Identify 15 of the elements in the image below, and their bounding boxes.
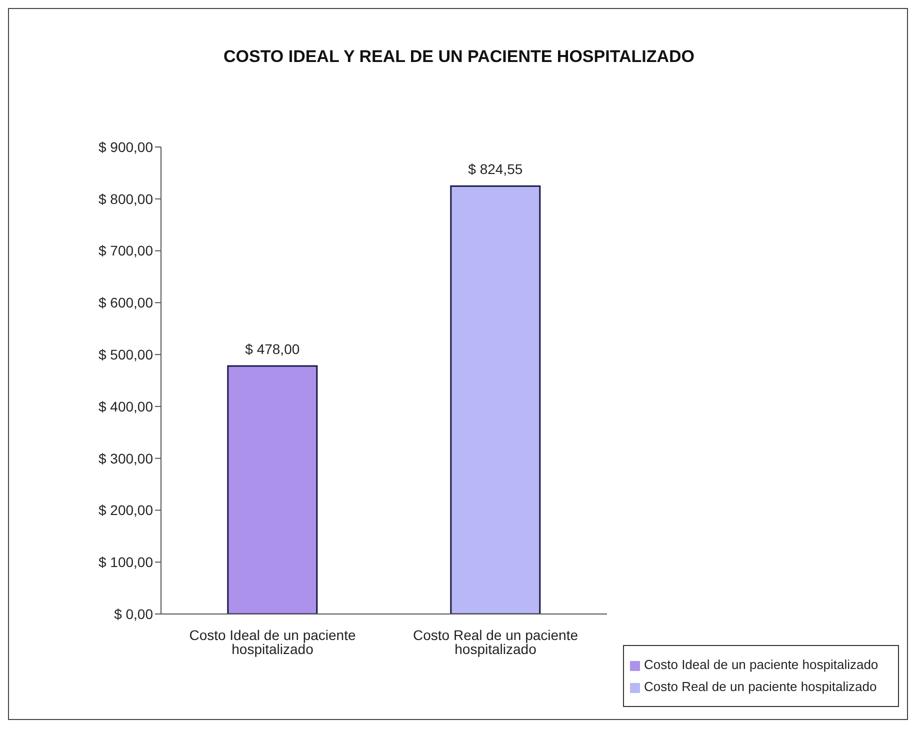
y-tick-label: $ 300,00	[98, 450, 154, 466]
y-tick-label: $ 100,00	[98, 554, 154, 570]
data-label: $ 478,00	[245, 340, 300, 357]
y-tick-label: $ 600,00	[98, 294, 154, 311]
y-tick-label: $ 900,00	[98, 138, 154, 155]
y-tick-label: $ 0,00	[114, 606, 154, 622]
y-tick-label: $ 500,00	[98, 346, 154, 363]
chart-title: COSTO IDEAL Y REAL DE UN PACIENTE HOSPITALIZADO	[222, 47, 696, 67]
y-tick-label: $ 200,00	[98, 502, 154, 518]
legend-label: Costo Real de un paciente hospitalizado	[644, 679, 877, 694]
data-label: $ 824,55	[468, 161, 523, 178]
y-tick-label: $ 400,00	[98, 398, 154, 414]
legend-label: Costo Ideal de un paciente hospitalizado	[644, 657, 878, 672]
y-tick-label: $ 800,00	[98, 190, 154, 207]
y-tick-label: $ 700,00	[98, 242, 154, 259]
